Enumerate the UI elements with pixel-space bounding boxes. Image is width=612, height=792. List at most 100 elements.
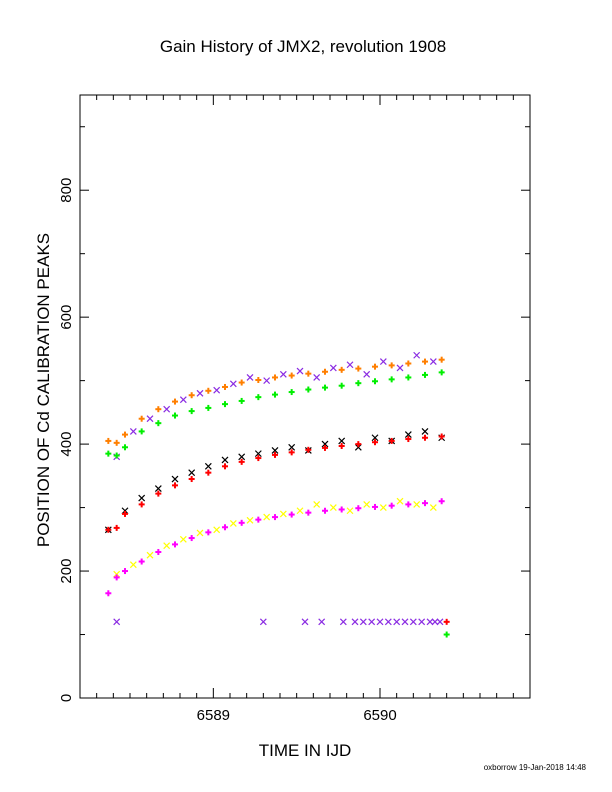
magenta-fit-point — [138, 558, 145, 565]
yellow-points-point — [329, 504, 337, 512]
green-fit-point — [205, 404, 212, 411]
red-fit-point — [188, 476, 195, 483]
red-fit-point — [388, 437, 395, 444]
orange-fit-point — [338, 366, 345, 373]
yellow-points-point — [113, 570, 121, 578]
black-points-point — [121, 507, 129, 515]
y-tick-label: 800 — [58, 178, 75, 203]
black-points-point — [254, 450, 262, 458]
purple-points-point — [429, 358, 437, 366]
footer-stamp: oxborrow 19-Jan-2018 14:48 — [484, 763, 587, 772]
orange-fit-point — [372, 363, 378, 370]
red-fit-point — [288, 449, 295, 456]
yellow-points-point — [196, 529, 204, 537]
purple-points-point — [346, 361, 354, 369]
purple-low-row-point — [368, 618, 376, 626]
magenta-fit-point — [405, 501, 412, 508]
black-points-point — [371, 434, 379, 442]
purple-points-point — [379, 358, 387, 366]
green-fit-point — [138, 428, 145, 435]
orange-fit-point — [322, 368, 328, 375]
magenta-fit-point — [438, 498, 445, 505]
black-points-point — [154, 485, 162, 492]
x-tick-label: 6590 — [363, 707, 396, 724]
black-points-point — [404, 431, 412, 439]
green-fit-point — [255, 394, 262, 401]
magenta-fit-point — [388, 502, 395, 509]
red-fit-point — [138, 501, 145, 508]
purple-low-row-point — [301, 618, 309, 626]
green-fit-point — [305, 386, 312, 393]
red-fit-point — [255, 455, 262, 462]
red-fit-point — [222, 463, 228, 470]
purple-low-row-point — [384, 618, 392, 626]
plot-frame — [79, 94, 531, 699]
yellow-points-point — [296, 507, 304, 515]
magenta-fit-point — [122, 568, 128, 575]
series-red-fit — [105, 433, 445, 533]
purple-points-point — [146, 415, 154, 423]
black-points-point — [271, 447, 279, 454]
green-fit-point — [288, 389, 295, 396]
red-fit-point — [205, 469, 212, 476]
magenta-fit-point — [255, 516, 262, 523]
green-fit-point — [155, 420, 162, 427]
green-fit-point — [422, 371, 428, 378]
series-layer — [104, 351, 450, 638]
orange-fit-point — [305, 370, 312, 377]
yellow-points-point — [313, 500, 321, 508]
magenta-fit-point — [205, 529, 212, 536]
series-orange-fit — [105, 356, 445, 446]
purple-points-point — [396, 364, 404, 372]
black-points-point — [321, 440, 329, 448]
red-fit-point — [422, 434, 428, 441]
green-fit-point — [188, 408, 195, 415]
magenta-fit-point — [422, 500, 428, 507]
orange-fit-point — [405, 360, 412, 367]
orange-fit-point — [222, 383, 228, 390]
purple-points-point — [163, 405, 171, 413]
red-fit-point — [338, 443, 345, 450]
red-low-point-point — [443, 618, 450, 625]
yellow-points-point — [346, 507, 354, 515]
green-fit-point — [322, 384, 328, 391]
magenta-fit-point — [105, 590, 112, 597]
orange-fit-point — [188, 392, 195, 399]
green-fit-point — [438, 369, 445, 376]
yellow-points-point — [246, 516, 254, 524]
yellow-points-point — [146, 551, 154, 559]
red-fit-point — [305, 446, 312, 453]
purple-points-point — [296, 367, 304, 375]
y-tick-label: 0 — [58, 694, 75, 702]
magenta-fit-point — [238, 519, 245, 526]
orange-fit-point — [172, 398, 178, 405]
x-tick-label: 6589 — [197, 707, 230, 724]
magenta-fit-point — [222, 524, 228, 531]
red-fit-point — [405, 436, 412, 443]
series-magenta-fit — [105, 498, 445, 597]
magenta-fit-point — [272, 514, 278, 521]
purple-low-row-point — [401, 618, 409, 626]
purple-low-row-point — [259, 618, 267, 626]
red-fit-point — [172, 482, 178, 489]
orange-fit-point — [238, 379, 245, 386]
magenta-fit-point — [288, 511, 295, 518]
yellow-points-point — [429, 504, 437, 512]
purple-points-point — [229, 380, 237, 388]
black-points-point — [238, 453, 246, 461]
magenta-fit-point — [338, 506, 345, 513]
series-green-fit — [105, 369, 445, 459]
black-points-point — [221, 456, 229, 464]
x-axis-title: TIME IN IJD — [259, 741, 352, 760]
green-fit-point — [113, 452, 120, 459]
purple-points-point — [329, 364, 337, 372]
purple-points-point — [313, 374, 321, 381]
purple-low-row-point — [418, 618, 426, 626]
orange-fit-point — [422, 358, 428, 365]
magenta-fit-point — [113, 574, 120, 581]
red-fit-point — [438, 433, 445, 440]
yellow-points-point — [379, 504, 387, 512]
purple-low-row-point — [376, 618, 384, 626]
purple-low-row-point — [426, 618, 434, 626]
